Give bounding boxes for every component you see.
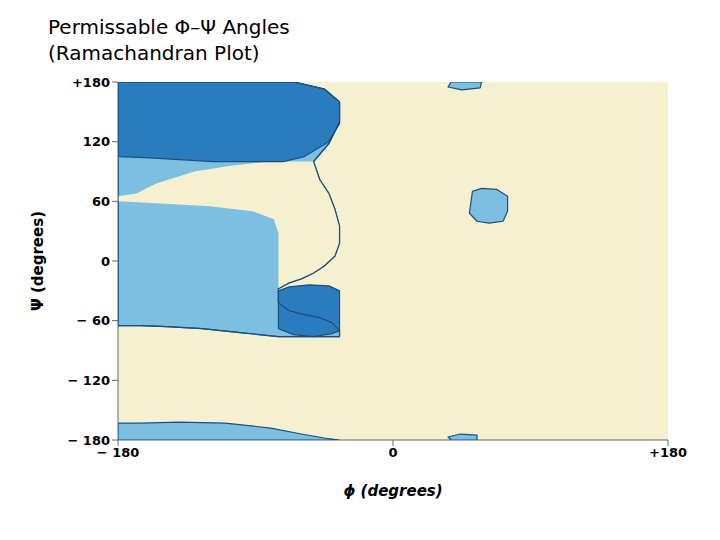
svg-text:60: 60: [92, 194, 110, 209]
svg-text:− 60: − 60: [76, 313, 110, 328]
svg-text:ϕ (degrees): ϕ (degrees): [343, 482, 442, 500]
svg-text:− 120: − 120: [67, 373, 110, 388]
html-text:(Ramachandran Plot): (Ramachandran Plot): [48, 41, 260, 65]
html-text:Permissable Φ–Ψ Angles: Permissable Φ–Ψ Angles: [48, 15, 290, 39]
svg-text:+180: +180: [72, 75, 110, 90]
svg-text:120: 120: [83, 134, 110, 149]
svg-text:− 180: − 180: [96, 445, 140, 461]
svg-text:0: 0: [101, 254, 110, 269]
svg-text:− 180: − 180: [67, 433, 110, 448]
svg-text:0: 0: [388, 445, 397, 460]
svg-text:Ψ (degrees): Ψ (degrees): [29, 211, 47, 311]
svg-text:+180: +180: [649, 445, 687, 460]
